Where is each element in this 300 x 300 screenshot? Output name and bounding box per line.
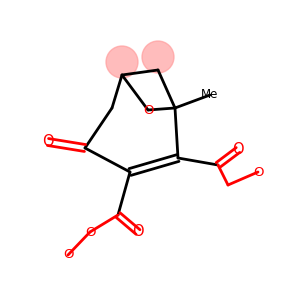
Circle shape bbox=[142, 41, 174, 73]
Text: O: O bbox=[132, 224, 144, 239]
Text: Me: Me bbox=[201, 88, 219, 101]
Text: O: O bbox=[232, 142, 244, 158]
Text: O: O bbox=[42, 134, 54, 149]
Text: O: O bbox=[143, 103, 153, 116]
Text: O: O bbox=[63, 248, 73, 262]
Circle shape bbox=[106, 46, 138, 78]
Text: O: O bbox=[253, 166, 263, 178]
Text: O: O bbox=[85, 226, 95, 238]
